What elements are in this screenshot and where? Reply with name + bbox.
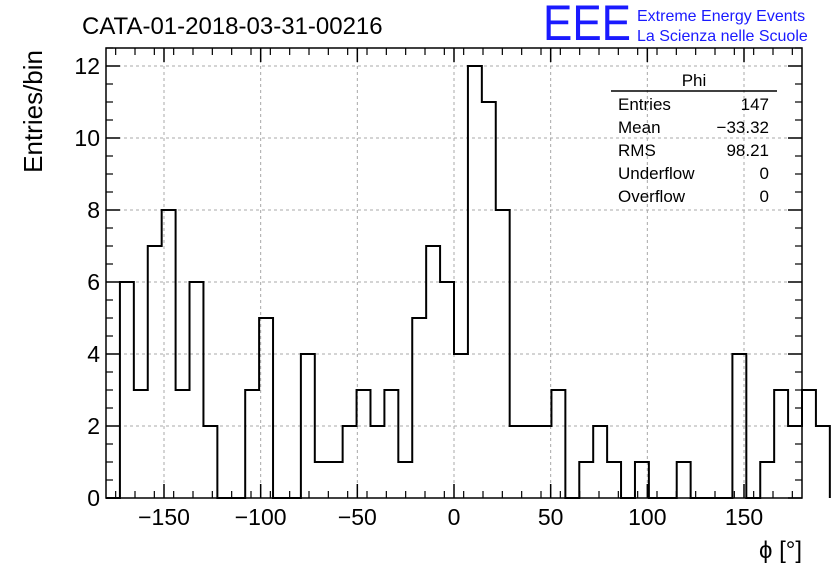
histogram-bin	[384, 390, 398, 498]
histogram-bin	[190, 282, 204, 498]
histogram-bin	[816, 426, 830, 498]
stats-value-underflow: 0	[760, 164, 769, 183]
y-tick-label: 8	[87, 197, 100, 223]
y-tick-label: 0	[87, 485, 100, 511]
histogram-bin	[315, 462, 329, 498]
stats-label-overflow: Overflow	[618, 187, 686, 206]
histogram-bin	[343, 426, 357, 498]
x-axis-label: ϕ [°]	[759, 537, 802, 564]
stats-value-rms: 98.21	[726, 141, 769, 160]
run-title: CATA-01-2018-03-31-00216	[82, 13, 383, 40]
histogram-bin	[607, 462, 621, 498]
grid	[106, 48, 802, 498]
stats-value-entries: 147	[741, 95, 769, 114]
histogram-bin	[370, 426, 384, 498]
y-tick-label: 10	[74, 125, 100, 151]
histogram-bin	[538, 426, 552, 498]
histogram-bin	[120, 282, 134, 498]
histogram-bin	[245, 390, 259, 498]
x-tick-label: −50	[338, 504, 377, 530]
histogram-bin	[677, 462, 691, 498]
histogram-bin	[802, 390, 816, 498]
histogram-bin	[426, 246, 440, 498]
x-tick-label: −150	[138, 504, 190, 530]
histogram-bin	[357, 390, 371, 498]
eee-logo-mark: EEE	[543, 0, 631, 51]
x-tick-label: 100	[628, 504, 666, 530]
eee-logo-line1: Extreme Energy Events	[637, 8, 805, 25]
stats-label-mean: Mean	[618, 118, 661, 137]
y-tick-label: 6	[87, 269, 100, 295]
histogram-bin	[259, 318, 273, 498]
histogram-bin	[148, 246, 162, 498]
histogram-bin	[510, 426, 524, 498]
stats-box: Phi Entries 147 Mean −33.32 RMS 98.21 Un…	[611, 71, 777, 206]
histogram-bin	[329, 462, 343, 498]
x-tick-label: 150	[725, 504, 763, 530]
histogram-bin	[774, 390, 788, 498]
histogram-bin	[134, 390, 148, 498]
y-tick-label: 4	[87, 341, 100, 367]
stats-label-underflow: Underflow	[618, 164, 695, 183]
histogram-bin	[760, 462, 774, 498]
stats-value-mean: −33.32	[717, 118, 769, 137]
histogram-bin	[579, 462, 593, 498]
y-tick-label: 12	[74, 53, 100, 79]
histogram-bin	[203, 426, 217, 498]
x-tick-label: 0	[448, 504, 461, 530]
histogram-bin	[551, 390, 565, 498]
axis-tick-labels: −150 −100 −50 0 50 100 150 0 2 4 6 8 10 12	[74, 53, 763, 530]
y-axis-label: Entries/bin	[18, 50, 48, 173]
stats-label-entries: Entries	[618, 95, 671, 114]
x-tick-label: 50	[538, 504, 564, 530]
histogram-bin	[176, 390, 190, 498]
stats-label-rms: RMS	[618, 141, 656, 160]
axis-ticks	[106, 47, 802, 499]
stats-value-overflow: 0	[760, 187, 769, 206]
y-tick-label: 2	[87, 413, 100, 439]
histogram-bin	[440, 282, 454, 498]
histogram-bin	[524, 426, 538, 498]
stats-title: Phi	[682, 71, 707, 90]
eee-logo: EEE Extreme Energy Events La Scienza nel…	[543, 0, 808, 51]
histogram-bin	[482, 102, 496, 498]
eee-logo-line2: La Scienza nelle Scuole	[637, 28, 808, 45]
x-tick-label: −100	[235, 504, 287, 530]
histogram-bin	[593, 426, 607, 498]
histogram-bin	[412, 318, 426, 498]
